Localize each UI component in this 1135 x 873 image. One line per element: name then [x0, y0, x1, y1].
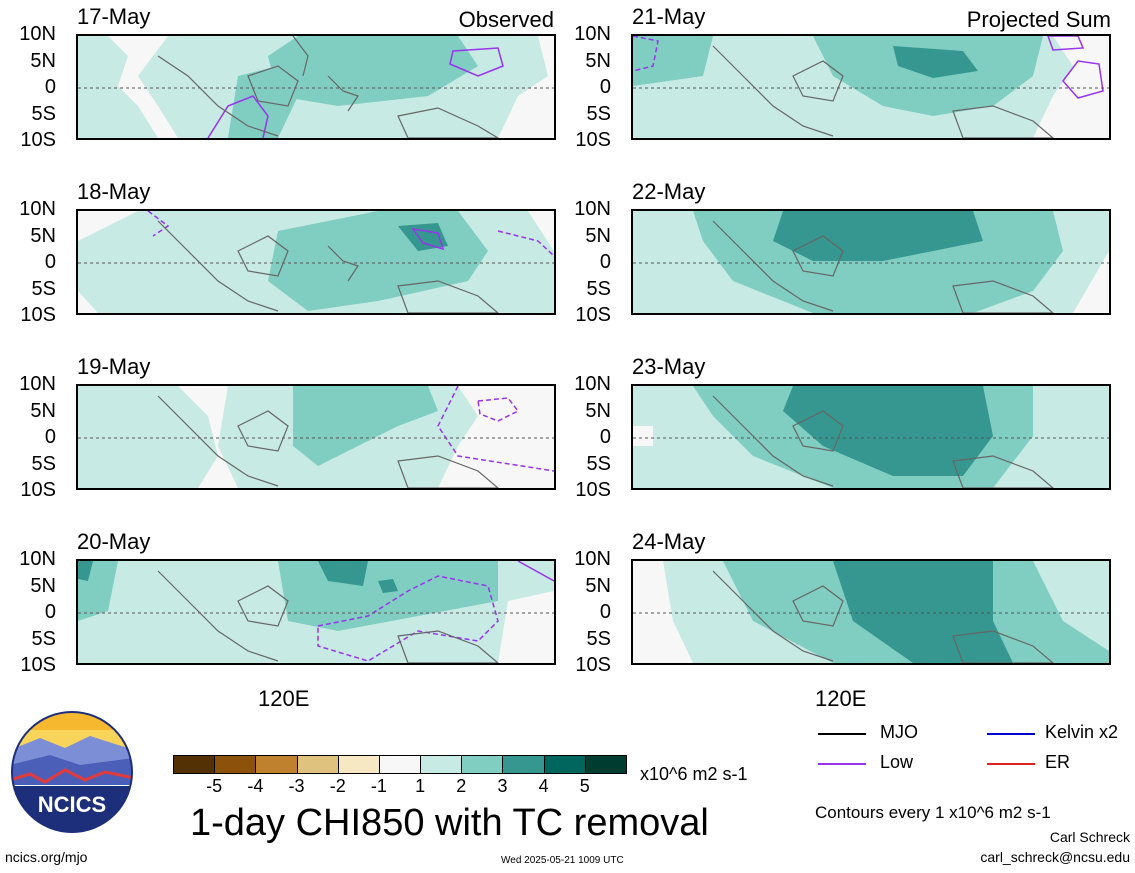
lat-label: 0: [44, 251, 56, 273]
map-panel: [631, 559, 1111, 665]
legend-label: MJO: [880, 722, 918, 742]
lat-label: 5N: [30, 224, 56, 247]
lat-label: 10S: [575, 654, 611, 676]
colorbar-swatch: [173, 755, 216, 774]
colorbar-tick: -4: [247, 776, 264, 796]
lat-label: 10N: [19, 198, 56, 220]
contour-note: Contours every 1 x10^6 m2 s-1: [815, 803, 1051, 822]
legend-line-er: [987, 763, 1035, 765]
lat-label: 5N: [30, 399, 56, 422]
map-panel: [76, 209, 556, 315]
colorbar-tick: 1: [415, 776, 426, 796]
panel-date: 19-May: [77, 354, 151, 379]
lat-label: 10S: [575, 129, 611, 151]
panel-date: 24-May: [632, 529, 706, 554]
lat-label: 10N: [574, 23, 611, 45]
lat-label: 5S: [31, 277, 56, 300]
lat-label: 5S: [586, 452, 611, 475]
lat-label: 10N: [19, 23, 56, 45]
colorbar-swatch: [214, 755, 257, 774]
colorbar-swatch: [543, 755, 586, 774]
colorbar-tick: -3: [288, 776, 305, 796]
map-panel: [76, 559, 556, 665]
colorbar: [173, 755, 627, 774]
colorbar-swatch: [296, 755, 339, 774]
legend-label: ER: [1045, 752, 1071, 772]
lat-label: 10S: [20, 304, 56, 326]
colorbar-swatch: [255, 755, 298, 774]
legend-line-mjo: [818, 733, 866, 735]
map-panel: [631, 384, 1111, 490]
lat-label: 5N: [585, 49, 611, 72]
lat-label: 10S: [575, 304, 611, 326]
colorbar-tick: 3: [497, 776, 508, 796]
lat-label: 5S: [586, 102, 611, 125]
colorbar-units: x10^6 m2 s-1: [640, 764, 748, 784]
lat-label: 0: [599, 251, 611, 273]
lat-label: 10N: [574, 198, 611, 220]
lat-label: 5N: [585, 224, 611, 247]
legend-line-kelvin: [987, 733, 1035, 735]
colorbar-swatch: [502, 755, 545, 774]
lat-label: 10N: [574, 373, 611, 395]
author-name: Carl Schreck: [1049, 829, 1130, 845]
lat-label: 5N: [585, 399, 611, 422]
figure-title: 1-day CHI850 with TC removal: [190, 802, 709, 844]
lat-label: 5S: [586, 277, 611, 300]
lat-label: 10S: [20, 654, 56, 676]
colorbar-tick: -5: [206, 776, 223, 796]
map-panel: [76, 34, 556, 140]
colorbar-tick: 5: [579, 776, 590, 796]
lat-label: 0: [599, 601, 611, 623]
lat-label: 5S: [31, 102, 56, 125]
map-panel: [631, 34, 1111, 140]
panel-date: 21-May: [632, 4, 706, 29]
colorbar-tick: 4: [538, 776, 549, 796]
logo-text: NCICS: [38, 792, 106, 817]
lat-label: 0: [44, 76, 56, 98]
lat-label: 5S: [586, 627, 611, 650]
lat-label: 10N: [574, 548, 611, 570]
panel-header: Projected Sum: [966, 7, 1111, 32]
panel-header: Observed: [458, 7, 554, 32]
panel-date: 17-May: [77, 4, 151, 29]
legend-line-low: [818, 763, 866, 765]
lat-label: 10N: [19, 373, 56, 395]
ncics-logo: NCICS: [10, 710, 134, 834]
legend-label: Low: [880, 752, 914, 772]
panel-date: 22-May: [632, 179, 706, 204]
lat-label: 10S: [575, 479, 611, 501]
lat-label: 10S: [20, 129, 56, 151]
lat-label: 10S: [20, 479, 56, 501]
legend-label: Kelvin x2: [1045, 722, 1119, 742]
lat-label: 5N: [585, 574, 611, 597]
website-link[interactable]: ncics.org/mjo: [5, 849, 88, 865]
colorbar-swatch: [420, 755, 463, 774]
colorbar-swatch: [378, 755, 422, 774]
lat-label: 0: [599, 76, 611, 98]
lon-label: 120E: [258, 686, 310, 711]
colorbar-tick: -1: [370, 776, 387, 796]
colorbar-tick: -2: [329, 776, 346, 796]
panel-date: 18-May: [77, 179, 151, 204]
panel-date: 20-May: [77, 529, 151, 554]
lat-label: 0: [44, 426, 56, 448]
colorbar-swatch: [461, 755, 504, 774]
colorbar-swatch: [584, 755, 627, 774]
lat-label: 5S: [31, 452, 56, 475]
colorbar-tick: 2: [456, 776, 467, 796]
author-email: carl_schreck@ncsu.edu: [980, 849, 1130, 865]
lat-label: 5S: [31, 627, 56, 650]
lon-label: 120E: [815, 686, 867, 711]
colorbar-swatch: [337, 755, 380, 774]
lat-label: 5N: [30, 574, 56, 597]
lat-label: 5N: [30, 49, 56, 72]
timestamp: Wed 2025-05-21 1009 UTC: [501, 855, 624, 866]
panel-date: 23-May: [632, 354, 706, 379]
map-panel: [631, 209, 1111, 315]
map-panel: [76, 384, 556, 490]
lat-label: 10N: [19, 548, 56, 570]
lat-label: 0: [599, 426, 611, 448]
lat-label: 0: [44, 601, 56, 623]
